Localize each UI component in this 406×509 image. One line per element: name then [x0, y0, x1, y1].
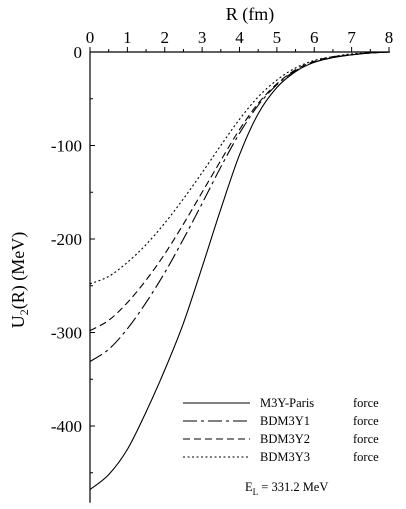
energy-annotation-main: E — [245, 480, 253, 494]
y-axis-title: U2(R) (MeV) — [8, 232, 31, 328]
y-tick-label: -400 — [51, 417, 82, 436]
legend-label: M3Y-Paris force — [260, 396, 379, 410]
x-tick-label: 3 — [198, 28, 207, 47]
y-axis-title-main: U — [8, 315, 28, 328]
x-tick-label: 1 — [123, 28, 132, 47]
legend: M3Y-Paris force BDM3Y1 force BDM3Y2 force BDM3… — [183, 396, 379, 464]
legend-label: BDM3Y1 force — [260, 414, 379, 428]
series-line-3 — [89, 51, 390, 332]
x-axis: 0 1 2 3 4 5 6 7 8 — [86, 28, 394, 53]
legend-label: BDM3Y2 force — [260, 432, 379, 446]
y-axis: 0 -100 -200 -300 -400 — [51, 43, 95, 503]
y-axis-title-sub: 2 — [17, 309, 31, 315]
y-axis-title-rest: (R) (MeV) — [8, 232, 29, 309]
y-tick-label: 0 — [74, 43, 83, 62]
x-tick-label: 8 — [385, 28, 394, 47]
energy-annotation: EL = 331.2 MeV — [245, 480, 328, 497]
energy-annotation-rest: = 331.2 MeV — [258, 480, 328, 494]
series-line-2 — [89, 51, 390, 362]
x-tick-label: 6 — [310, 28, 319, 47]
series-line-4 — [89, 51, 390, 285]
energy-annotation-sub: L — [253, 487, 259, 497]
legend-label: BDM3Y3 force — [260, 450, 379, 464]
x-tick-label: 5 — [273, 28, 282, 47]
x-tick-label: 2 — [161, 28, 170, 47]
y-tick-label: -200 — [51, 230, 82, 249]
plot-area — [89, 51, 390, 491]
x-axis-title: R (fm) — [226, 4, 275, 25]
series-line-1 — [89, 51, 390, 491]
y-tick-label: -100 — [51, 137, 82, 156]
x-tick-label: 0 — [86, 28, 95, 47]
x-tick-label: 4 — [235, 28, 244, 47]
x-tick-label: 7 — [347, 28, 356, 47]
y-tick-label: -300 — [51, 324, 82, 343]
